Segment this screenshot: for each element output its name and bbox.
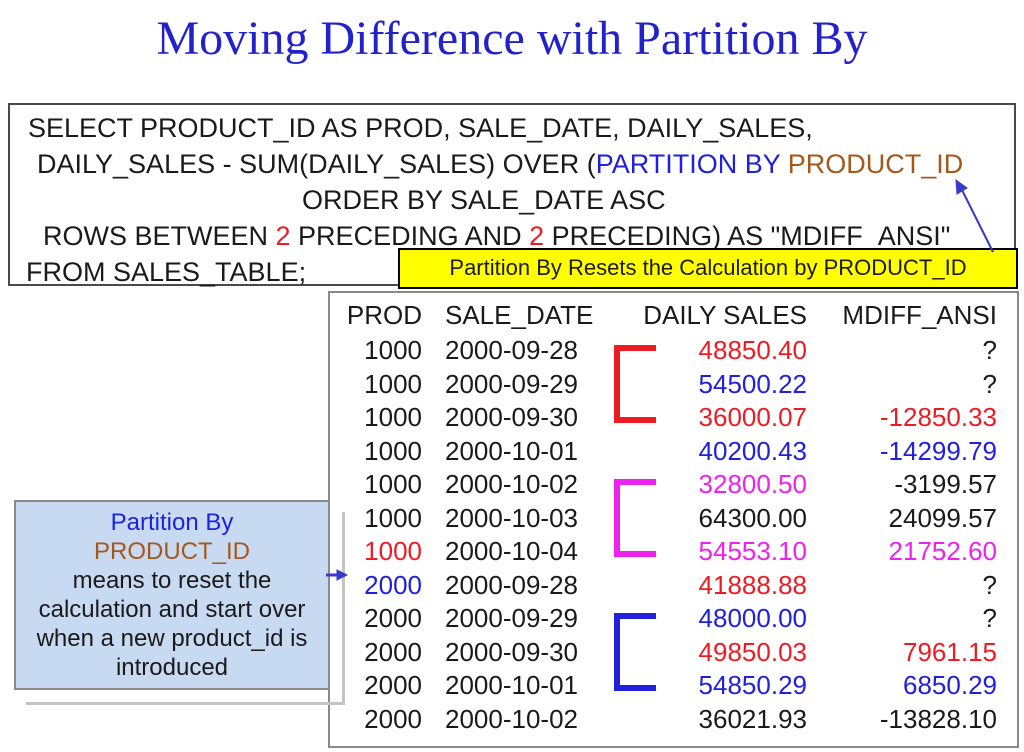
sales-cell: 32800.50 xyxy=(698,469,807,500)
date-cell: 2000-10-02 xyxy=(445,469,578,500)
prod-cell: 1000 xyxy=(364,469,422,500)
mdiff-cell: 6850.29 xyxy=(903,670,997,701)
prod-cell: 2000 xyxy=(364,603,422,634)
mdiff-cell: ? xyxy=(982,603,997,634)
prod-cell: 1000 xyxy=(364,402,422,433)
date-cell: 2000-10-04 xyxy=(445,536,578,567)
date-cell: 2000-10-01 xyxy=(445,670,578,701)
mdiff-cell: 7961.15 xyxy=(903,636,997,667)
table-row: 1000 2000-10-01 40200.43 -14299.79 xyxy=(330,435,997,469)
date-cell: 2000-09-30 xyxy=(445,636,578,667)
note-line: PRODUCT_ID xyxy=(93,538,250,565)
sql-segment: PARTITION BY xyxy=(595,149,788,179)
sales-cell: 64300.00 xyxy=(698,502,807,533)
sql-line: DAILY_SALES - SUM(DAILY_SALES) OVER (PAR… xyxy=(10,146,1014,182)
col-header-prod: PROD xyxy=(346,300,422,330)
mdiff-cell: 21752.60 xyxy=(888,536,997,567)
table-header-row: PROD SALE_DATE DAILY SALES MDIFF_ANSI xyxy=(330,297,997,334)
note-line: when a new product_id is xyxy=(36,625,308,652)
table-row: 1000 2000-09-29 54500.22? xyxy=(330,368,997,402)
prod-cell: 1000 xyxy=(364,536,422,567)
partition-reset-callout-text: Partition By Resets the Calculation by P… xyxy=(449,255,967,280)
col-header-mdiff-ansi: MDIFF_ANSI xyxy=(842,300,997,330)
sql-segment: ROWS BETWEEN xyxy=(43,221,276,251)
date-cell: 2000-09-30 xyxy=(445,402,578,433)
mdiff-cell: 24099.57 xyxy=(888,502,997,533)
table-row: 1000 2000-09-30 36000.07 -12850.33 xyxy=(330,401,997,435)
note-line: introduced xyxy=(115,654,229,681)
sql-line: SELECT PRODUCT_ID AS PROD, SALE_DATE, DA… xyxy=(10,110,1014,146)
sql-line: FROM SALES_TABLE; xyxy=(10,254,1014,290)
sales-cell: 54500.22 xyxy=(698,368,807,399)
sql-segment: SELECT PRODUCT_ID AS PROD, SALE_DATE, DA… xyxy=(28,113,813,143)
table-row: 1000 2000-10-02 32800.50 -3199.57 xyxy=(330,468,997,502)
table-row: 1000 2000-10-04 54553.10 21752.60 xyxy=(330,535,997,569)
sales-cell: 48000.00 xyxy=(698,603,807,634)
sql-line: ORDER BY SALE_DATE ASC xyxy=(10,182,1014,218)
sql-segment: FROM SALES_TABLE; xyxy=(26,257,307,287)
date-cell: 2000-09-28 xyxy=(445,335,578,366)
mdiff-cell: -3199.57 xyxy=(894,469,997,500)
sql-segment: 2 xyxy=(275,221,291,251)
sales-cell: 40200.43 xyxy=(698,435,807,466)
table-row: 1000 2000-10-03 64300.00 24099.57 xyxy=(330,502,997,536)
prod-cell: 1000 xyxy=(364,335,422,366)
note-line: calculation and start over xyxy=(38,596,306,623)
date-cell: 2000-09-29 xyxy=(445,603,578,634)
prod-cell: 2000 xyxy=(364,569,422,600)
date-cell: 2000-09-29 xyxy=(445,368,578,399)
prod-cell: 2000 xyxy=(364,703,422,734)
results-table-box: PROD SALE_DATE DAILY SALES MDIFF_ANSI 10… xyxy=(328,291,1019,748)
sales-cell: 54553.10 xyxy=(698,536,807,567)
mdiff-cell: ? xyxy=(982,335,997,366)
mdiff-cell: -14299.79 xyxy=(879,435,997,466)
sql-segment: PRECEDING AND xyxy=(290,221,530,251)
mdiff-cell: -13828.10 xyxy=(879,703,997,734)
sales-cell: 36000.07 xyxy=(698,402,807,433)
group-bracket-rows-5-7 xyxy=(614,479,656,557)
sales-cell: 48850.40 xyxy=(698,335,807,366)
table-row: 2000 2000-10-01 54850.29 6850.29 xyxy=(330,669,997,703)
col-header-daily-sales: DAILY SALES xyxy=(643,300,807,330)
sql-segment: 2 xyxy=(529,221,545,251)
sales-cell: 49850.03 xyxy=(698,636,807,667)
mdiff-cell: ? xyxy=(982,368,997,399)
prod-cell: 2000 xyxy=(364,636,422,667)
mdiff-cell: -12850.33 xyxy=(879,402,997,433)
note-box-shadow-right xyxy=(342,512,345,704)
note-box-shadow-bottom xyxy=(26,702,345,705)
prod-cell: 2000 xyxy=(364,670,422,701)
partition-reset-callout: Partition By Resets the Calculation by P… xyxy=(398,248,1018,289)
note-line: Partition By xyxy=(110,509,234,536)
date-cell: 2000-09-28 xyxy=(445,569,578,600)
prod-cell: 1000 xyxy=(364,368,422,399)
partition-note-box: Partition By PRODUCT_ID means to reset the… xyxy=(14,500,330,690)
table-row: 2000 2000-09-29 48000.00? xyxy=(330,602,997,636)
table-row: 2000 2000-09-30 49850.03 7961.15 xyxy=(330,636,997,670)
date-cell: 2000-10-03 xyxy=(445,502,578,533)
date-cell: 2000-10-02 xyxy=(445,703,578,734)
table-row: 2000 2000-09-28 41888.88? xyxy=(330,569,997,603)
sql-segment: ORDER BY SALE_DATE ASC xyxy=(302,185,666,215)
col-header-sale-date: SALE_DATE xyxy=(445,300,594,330)
prod-cell: 1000 xyxy=(364,502,422,533)
group-bracket-rows-1-3 xyxy=(614,345,656,423)
group-bracket-rows-9-11 xyxy=(614,613,656,691)
page-title: Moving Difference with Partition By xyxy=(156,12,868,65)
prod-cell: 1000 xyxy=(364,435,422,466)
sql-segment: PRECEDING) AS "MDIFF_ANSI" xyxy=(544,221,951,251)
date-cell: 2000-10-01 xyxy=(445,435,578,466)
sales-cell: 36021.93 xyxy=(698,703,807,734)
table-row: 1000 2000-09-28 48850.40? xyxy=(330,334,997,368)
sales-cell: 41888.88 xyxy=(698,569,807,600)
sql-line: ROWS BETWEEN 2 PRECEDING AND 2 PRECEDING… xyxy=(10,218,1014,254)
note-line: means to reset the xyxy=(72,567,272,594)
sales-cell: 54850.29 xyxy=(698,670,807,701)
sql-segment: PRODUCT_ID xyxy=(787,149,964,179)
results-table: PROD SALE_DATE DAILY SALES MDIFF_ANSI 10… xyxy=(330,297,997,736)
table-row: 2000 2000-10-02 36021.93 -13828.10 xyxy=(330,703,997,737)
sql-segment: DAILY_SALES - SUM(DAILY_SALES) OVER ( xyxy=(37,149,596,179)
mdiff-cell: ? xyxy=(982,569,997,600)
